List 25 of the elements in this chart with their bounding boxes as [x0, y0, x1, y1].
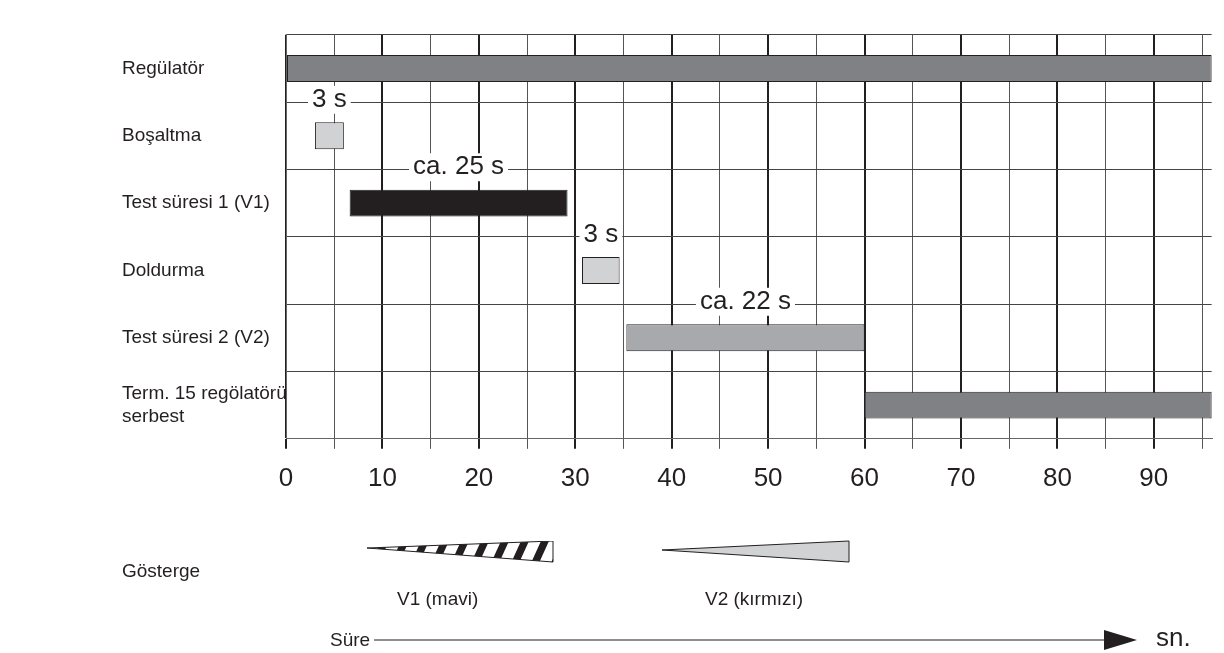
x-tick-label: 50 — [753, 461, 783, 492]
y-tick-label: Test süresi 1 (V1) — [122, 191, 270, 213]
text: V1 (mavi) — [397, 588, 479, 610]
text: Süre — [330, 629, 371, 651]
annotation: ca. 22 s — [699, 284, 791, 315]
y-tick-label: Test süresi 2 (V2) — [122, 326, 270, 348]
x-tick-label: 10 — [367, 461, 397, 492]
y-tick-label: Term. 15 regölatörü serbest — [122, 381, 287, 426]
annotation: ca. 25 s — [413, 150, 505, 181]
text: Gösterge — [122, 560, 201, 582]
text: V2 (kırmızı) — [705, 588, 804, 610]
x-tick-label: 60 — [850, 461, 879, 492]
text: sn. — [1156, 622, 1191, 653]
x-tick-label: 40 — [657, 461, 687, 492]
x-tick-label: 70 — [946, 461, 976, 492]
x-tick-label: 30 — [560, 461, 590, 492]
x-tick-label: 90 — [1139, 461, 1169, 492]
x-tick-label: 0 — [278, 461, 294, 492]
x-tick-label: 20 — [464, 461, 494, 492]
y-tick-label: Doldurma — [122, 258, 205, 280]
y-tick-label: Regülatör — [122, 56, 206, 78]
annotation: 3 s — [583, 217, 619, 248]
x-tick-label: 80 — [1042, 461, 1072, 492]
annotation: 3 s — [312, 82, 347, 113]
y-tick-label: Boşaltma — [122, 124, 202, 146]
